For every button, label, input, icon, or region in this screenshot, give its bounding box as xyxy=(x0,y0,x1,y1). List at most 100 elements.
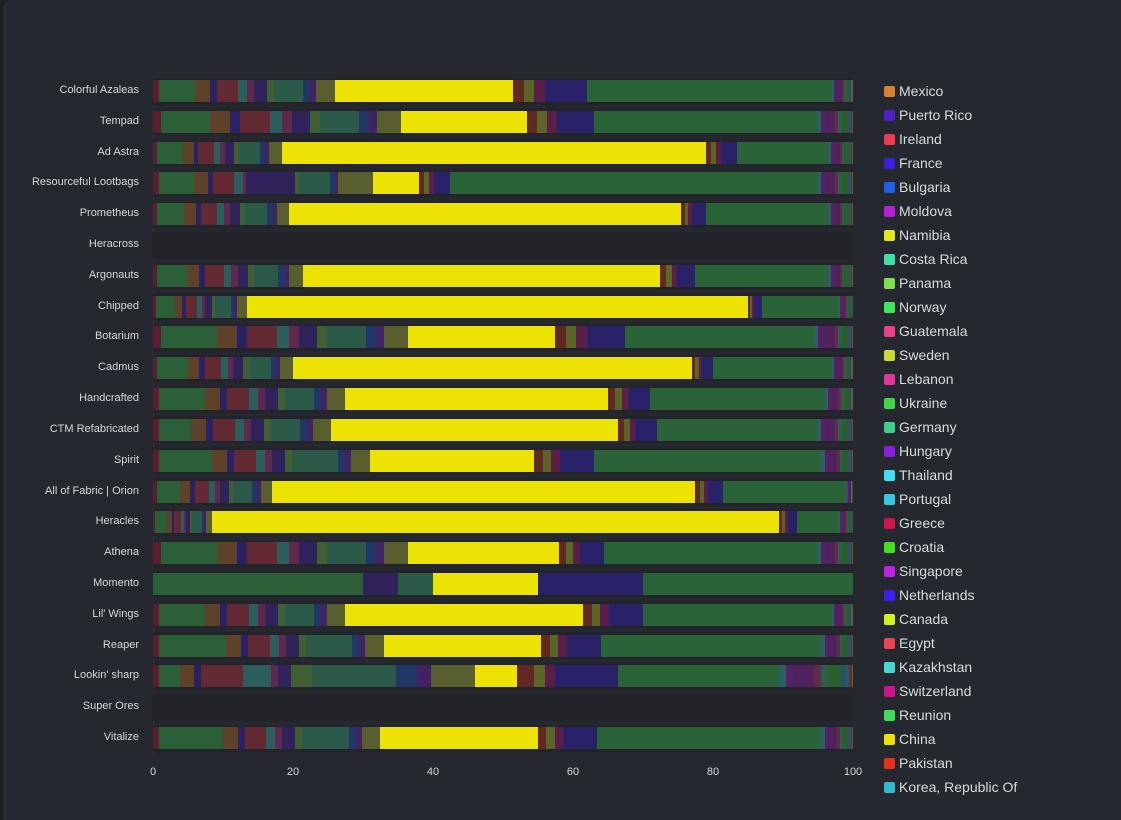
bar-segment-panama[interactable] xyxy=(284,449,292,472)
bar-segment-bulgaria[interactable] xyxy=(299,418,307,441)
bar-segment-mexico[interactable] xyxy=(194,80,210,102)
bar-segment-germany[interactable] xyxy=(298,172,331,195)
bar-segment-greece[interactable] xyxy=(153,449,159,472)
bar-segment-france[interactable] xyxy=(237,727,245,749)
bar-segment-netherlands[interactable] xyxy=(677,264,696,287)
bar-segment-panama[interactable] xyxy=(239,203,246,226)
legend-item[interactable]: Pakistan xyxy=(884,751,1017,775)
bar-segment-netherlands[interactable] xyxy=(608,603,643,626)
bar-segment-switzerland[interactable] xyxy=(785,511,788,534)
bar-segment-bulgaria[interactable] xyxy=(313,388,321,411)
bar-segment-netherlands[interactable] xyxy=(579,542,605,565)
bar-segment-moldova[interactable] xyxy=(821,326,835,349)
bar-segment-germany[interactable] xyxy=(319,110,360,133)
bar-segment-france[interactable] xyxy=(190,480,195,503)
bar-segment-korea-republic-of[interactable] xyxy=(847,172,850,195)
bar-segment-thailand[interactable] xyxy=(817,172,822,195)
bar-segment-mexico[interactable] xyxy=(217,542,237,565)
bar-segment-greece[interactable] xyxy=(153,357,158,380)
bar-segment-mexico[interactable] xyxy=(184,203,196,226)
bar-segment-kazakhstan[interactable] xyxy=(220,357,228,380)
bar-segment-singapore[interactable] xyxy=(846,480,848,503)
bar-segment-ukraine[interactable] xyxy=(845,110,848,133)
bar-segment-ukraine[interactable] xyxy=(835,665,842,688)
bar-segment-netherlands[interactable] xyxy=(559,449,594,472)
bar-segment-lebanon[interactable] xyxy=(231,264,238,287)
bar-segment-portugal[interactable] xyxy=(849,110,851,133)
bar-segment-ukraine[interactable] xyxy=(845,634,848,657)
bar-segment-lebanon[interactable] xyxy=(215,480,221,503)
bar-segment-egypt[interactable] xyxy=(850,172,853,195)
bar-segment-china[interactable] xyxy=(289,203,682,226)
bar-segment-korea-republic-of[interactable] xyxy=(849,357,851,380)
bar-segment-egypt[interactable] xyxy=(851,264,853,287)
bar-segment-mexico[interactable] xyxy=(174,295,183,318)
bar-segment-costa-rica[interactable] xyxy=(842,264,845,287)
bar-segment-ireland[interactable] xyxy=(205,264,224,287)
bar-segment-namibia[interactable] xyxy=(852,727,853,749)
bar-segment-france[interactable] xyxy=(229,110,240,133)
bar-resourceful-lootbags[interactable] xyxy=(153,172,853,195)
legend-item[interactable]: Egypt xyxy=(884,631,1017,655)
bar-segment-netherlands[interactable] xyxy=(586,326,626,349)
bar-segment-egypt[interactable] xyxy=(851,141,853,164)
bar-segment-thailand[interactable] xyxy=(845,480,847,503)
bar-segment-sweden[interactable] xyxy=(351,449,370,472)
bar-segment-moldova[interactable] xyxy=(836,357,842,380)
bar-segment-norway[interactable] xyxy=(695,264,829,287)
bar-vitalize[interactable] xyxy=(153,727,853,749)
bar-segment-singapore[interactable] xyxy=(821,110,825,133)
bar-segment-korea-republic-of[interactable] xyxy=(848,141,851,164)
bar-segment-kazakhstan[interactable] xyxy=(234,172,243,195)
bar-segment-costa-rica[interactable] xyxy=(838,172,842,195)
bar-segment-norway[interactable] xyxy=(600,634,822,657)
bar-segment-korea-republic-of[interactable] xyxy=(849,603,851,626)
bar-segment-panama[interactable] xyxy=(267,80,275,102)
bar-segment-croatia[interactable] xyxy=(828,665,836,688)
bar-segment-singapore[interactable] xyxy=(834,357,837,380)
bar-segment-bulgaria[interactable] xyxy=(338,449,346,472)
bar-segment-ukraine[interactable] xyxy=(847,603,850,626)
bar-segment-kazakhstan[interactable] xyxy=(276,542,290,565)
bar-segment-greece[interactable] xyxy=(153,172,159,195)
bar-segment-ukraine[interactable] xyxy=(845,326,848,349)
bar-argonauts[interactable] xyxy=(153,264,853,287)
bar-segment-mexico[interactable] xyxy=(166,511,172,534)
bar-segment-namibia[interactable] xyxy=(852,542,853,565)
legend-item[interactable]: Canada xyxy=(884,607,1017,631)
bar-segment-bulgaria[interactable] xyxy=(313,603,321,626)
bar-segment-reunion[interactable] xyxy=(153,572,363,595)
bar-reaper[interactable] xyxy=(153,634,853,657)
bar-segment-thailand[interactable] xyxy=(831,80,835,102)
bar-segment-moldova[interactable] xyxy=(836,80,842,102)
bar-segment-namibia[interactable] xyxy=(852,110,853,133)
bar-segment-lebanon[interactable] xyxy=(243,418,251,441)
bar-segment-egypt[interactable] xyxy=(851,203,853,226)
bar-segment-pakistan[interactable] xyxy=(695,480,700,503)
bar-segment-portugal[interactable] xyxy=(849,172,851,195)
bar-segment-france[interactable] xyxy=(236,326,247,349)
bar-segment-guatemala[interactable] xyxy=(836,634,840,657)
bar-segment-norway[interactable] xyxy=(618,665,780,688)
bar-segment-singapore[interactable] xyxy=(821,418,825,441)
bar-segment-croatia[interactable] xyxy=(847,511,850,534)
bar-spirit[interactable] xyxy=(153,449,853,472)
bar-segment-greece[interactable] xyxy=(153,418,159,441)
bar-segment-moldova[interactable] xyxy=(828,449,837,472)
bar-segment-croatia[interactable] xyxy=(844,264,847,287)
bar-segment-mexico[interactable] xyxy=(205,603,221,626)
bar-segment-korea-republic-of[interactable] xyxy=(848,388,851,411)
bar-segment-panama[interactable] xyxy=(295,172,299,195)
bar-segment-bulgaria[interactable] xyxy=(270,357,277,380)
bar-segment-croatia[interactable] xyxy=(845,603,848,626)
bar-segment-germany[interactable] xyxy=(233,480,253,503)
bar-segment-hungary[interactable] xyxy=(416,665,431,688)
bar-segment-pakistan[interactable] xyxy=(527,110,538,133)
bar-lil-wings[interactable] xyxy=(153,603,853,626)
bar-segment-lebanon[interactable] xyxy=(271,665,279,688)
bar-segment-reunion[interactable] xyxy=(157,141,184,164)
bar-segment-reunion[interactable] xyxy=(158,634,227,657)
bar-segment-ireland[interactable] xyxy=(227,388,249,411)
bar-segment-pakistan[interactable] xyxy=(747,295,751,318)
bar-segment-sweden[interactable] xyxy=(316,80,335,102)
